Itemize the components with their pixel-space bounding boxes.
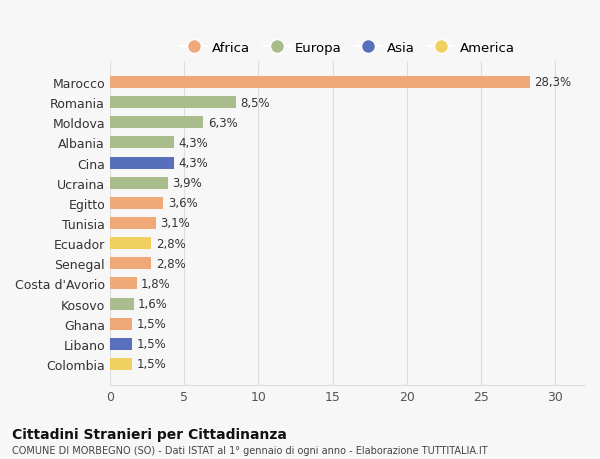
Bar: [110, 338, 132, 350]
Bar: [110, 318, 132, 330]
Text: COMUNE DI MORBEGNO (SO) - Dati ISTAT al 1° gennaio di ogni anno - Elaborazione T: COMUNE DI MORBEGNO (SO) - Dati ISTAT al …: [12, 446, 488, 455]
Text: 1,5%: 1,5%: [137, 318, 166, 330]
Bar: [110, 218, 156, 230]
Text: 2,8%: 2,8%: [156, 237, 185, 250]
Text: 6,3%: 6,3%: [208, 117, 238, 129]
Bar: [110, 257, 151, 270]
Text: 3,6%: 3,6%: [168, 197, 197, 210]
Text: 8,5%: 8,5%: [241, 96, 270, 109]
Bar: [110, 157, 174, 169]
Bar: [110, 117, 203, 129]
Bar: [110, 97, 236, 109]
Text: Cittadini Stranieri per Cittadinanza: Cittadini Stranieri per Cittadinanza: [12, 427, 287, 442]
Text: 4,3%: 4,3%: [178, 157, 208, 170]
Bar: [110, 298, 134, 310]
Bar: [110, 177, 168, 189]
Text: 2,8%: 2,8%: [156, 257, 185, 270]
Text: 4,3%: 4,3%: [178, 137, 208, 150]
Bar: [110, 358, 132, 370]
Bar: [110, 238, 151, 250]
Text: 1,6%: 1,6%: [138, 297, 168, 310]
Text: 1,5%: 1,5%: [137, 358, 166, 371]
Text: 3,9%: 3,9%: [172, 177, 202, 190]
Text: 3,1%: 3,1%: [160, 217, 190, 230]
Text: 28,3%: 28,3%: [535, 76, 572, 90]
Bar: [110, 137, 174, 149]
Text: 1,5%: 1,5%: [137, 338, 166, 351]
Bar: [110, 278, 137, 290]
Bar: [110, 197, 163, 209]
Bar: [110, 77, 530, 89]
Text: 1,8%: 1,8%: [141, 277, 171, 290]
Legend: Africa, Europa, Asia, America: Africa, Europa, Asia, America: [175, 36, 520, 60]
